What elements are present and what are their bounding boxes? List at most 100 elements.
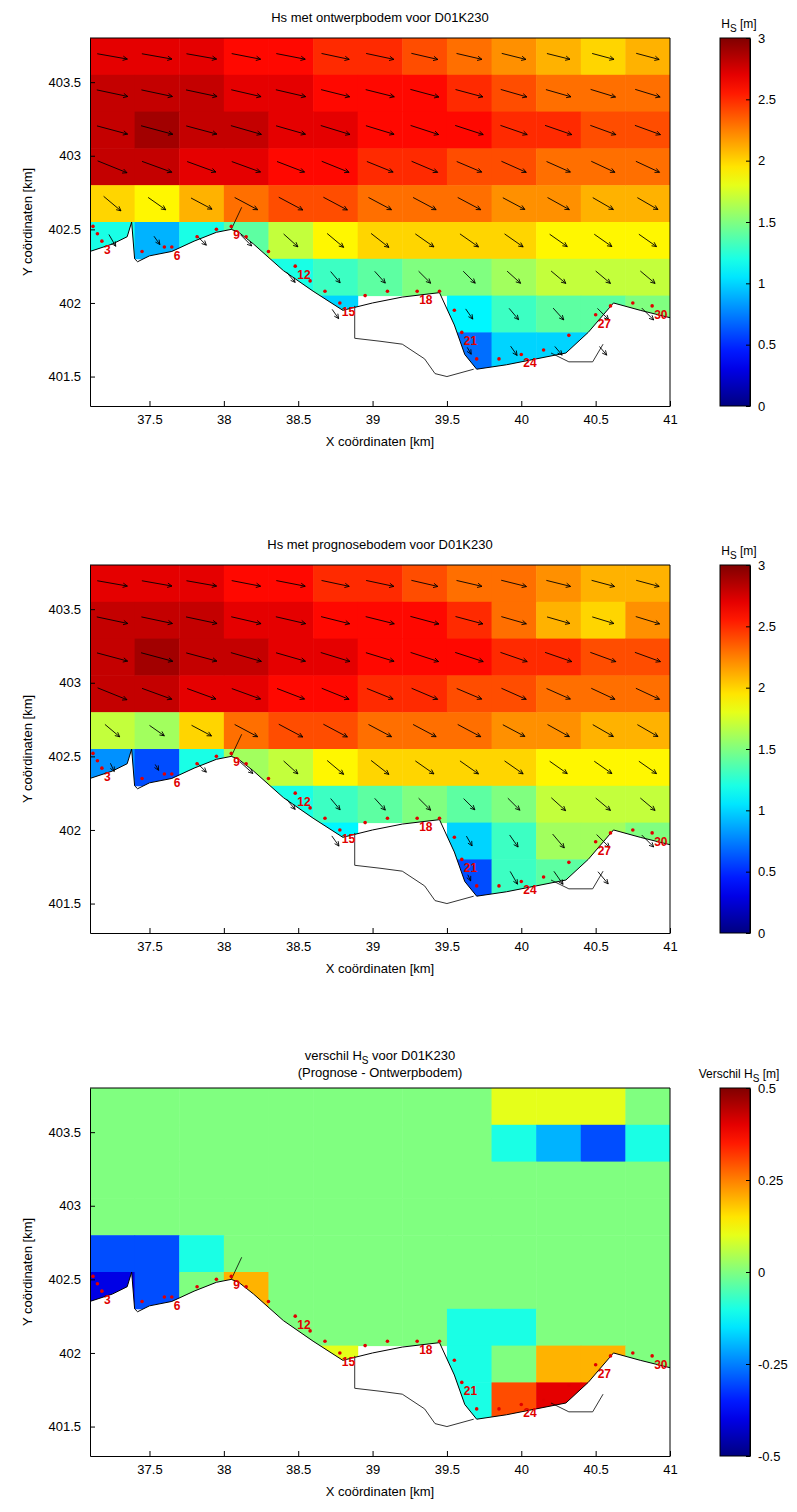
cell [179,1162,224,1199]
cell [536,112,581,149]
land [90,222,670,406]
cell [358,565,403,602]
point-label: 12 [297,268,311,282]
colorbar-label: Verschil HS [m] [699,1067,780,1084]
cell [358,675,403,712]
colorbar-tick-mark [746,1180,750,1181]
cell [402,565,447,602]
output-point [267,250,271,254]
output-point [567,1384,571,1388]
wave-arrow [232,162,261,173]
cell [625,749,670,786]
wave-arrow [276,54,305,61]
wave-arrow [366,126,394,135]
cell [90,1088,135,1125]
cell [625,1198,670,1235]
wave-arrow [592,580,615,587]
colorbar-label: HS [m] [721,17,756,34]
output-point [215,228,219,232]
x-tick-mark [224,928,225,933]
wave-arrow [639,761,657,773]
cell [536,1309,581,1346]
wave-arrow [411,125,439,135]
plot-area [90,38,670,406]
cell [625,602,670,639]
cell [224,185,269,222]
wave-arrow [366,53,394,60]
output-point [567,334,571,338]
colorbar-tick: 1 [746,276,765,291]
cell [492,1309,537,1346]
structure [551,1394,603,1412]
panel: 3691215182124273037.53838.53939.54040.54… [20,10,776,449]
cell [90,1162,135,1199]
point-label: 24 [523,883,537,897]
x-tick: 39 [366,928,380,954]
cell [492,1235,537,1272]
cell [135,565,180,602]
output-point [323,816,327,820]
cell [402,749,447,786]
wave-arrow [367,161,393,172]
cell [313,222,358,259]
output-point [475,1407,479,1411]
wave-arrow [636,53,659,60]
x-tick: 40.5 [583,1451,608,1477]
x-tick-label: 38 [217,1462,231,1477]
wave-arrow [154,236,160,244]
wave-arrow [642,308,654,320]
y-axis-line [90,39,91,407]
wave-arrow [97,653,128,662]
colorbar-tick-label: 1 [758,803,765,818]
cell [625,222,670,259]
cell [402,1125,447,1162]
structure [551,871,603,889]
cell [536,749,581,786]
output-point [609,1354,613,1358]
wave-arrow [231,90,261,98]
colorbar-tick: 2.5 [746,619,776,634]
y-tick-mark [90,830,95,831]
output-point [497,884,501,888]
structure [355,833,474,904]
wave-arrow [231,126,262,136]
point-label: 9 [233,1278,240,1292]
wave-arrow [639,234,657,246]
cell [90,639,135,676]
x-tick-mark [373,928,374,933]
wave-arrow [415,761,434,774]
output-point [215,755,219,759]
x-tick-mark [596,401,597,406]
y-axis-line [90,566,91,934]
wave-arrow [501,161,526,172]
colorbar-tick: -0.25 [746,1357,788,1372]
output-point [195,1285,199,1289]
wave-arrow [366,90,395,98]
y-tick: 401.5 [48,369,95,384]
cell [447,1272,492,1309]
cell [492,1125,537,1162]
wave-arrow [98,688,127,700]
wave-arrow [637,198,658,210]
cell [313,1125,358,1162]
wave-arrow [590,652,616,662]
cell [492,1198,537,1235]
y-tick-label: 403.5 [48,75,81,90]
y-tick-mark [90,82,95,83]
colorbar-axis: 00.511.522.53 [746,558,776,941]
structure [355,1356,474,1427]
wave-arrow [412,161,438,172]
cell [179,565,224,602]
cell [268,1162,313,1199]
wave-arrow [366,580,394,587]
cell [447,786,492,823]
x-tick: 40.5 [583,401,608,427]
cell [358,1309,403,1346]
cell [358,786,403,823]
colorbar-tick: 0.5 [746,864,776,879]
cell [224,38,269,75]
cell [179,185,224,222]
colorbar-tick: 0 [746,926,765,941]
colorbar-tick: 1 [746,803,765,818]
wave-arrow [232,581,261,588]
